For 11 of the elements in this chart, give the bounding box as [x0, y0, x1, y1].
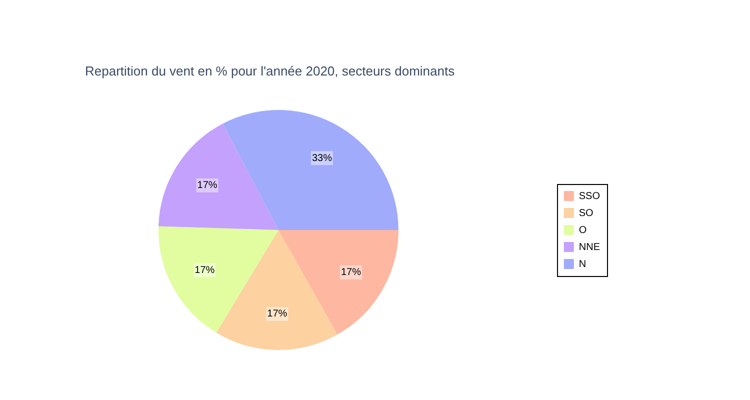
legend-label: SSO	[578, 190, 600, 202]
legend-label: SO	[578, 208, 594, 219]
data-label: 17%	[267, 308, 288, 320]
legend-label: N	[578, 258, 586, 270]
data-label: 17%	[197, 180, 218, 192]
chart-title: Repartition du vent en % pour l'année 2020, secteurs dominants	[85, 64, 456, 79]
legend-label: O	[578, 224, 587, 236]
data-label: 17%	[194, 264, 215, 276]
data-label: 17%	[340, 267, 362, 278]
data-label: 33%	[312, 152, 332, 164]
legend-label: NNE	[578, 242, 600, 253]
